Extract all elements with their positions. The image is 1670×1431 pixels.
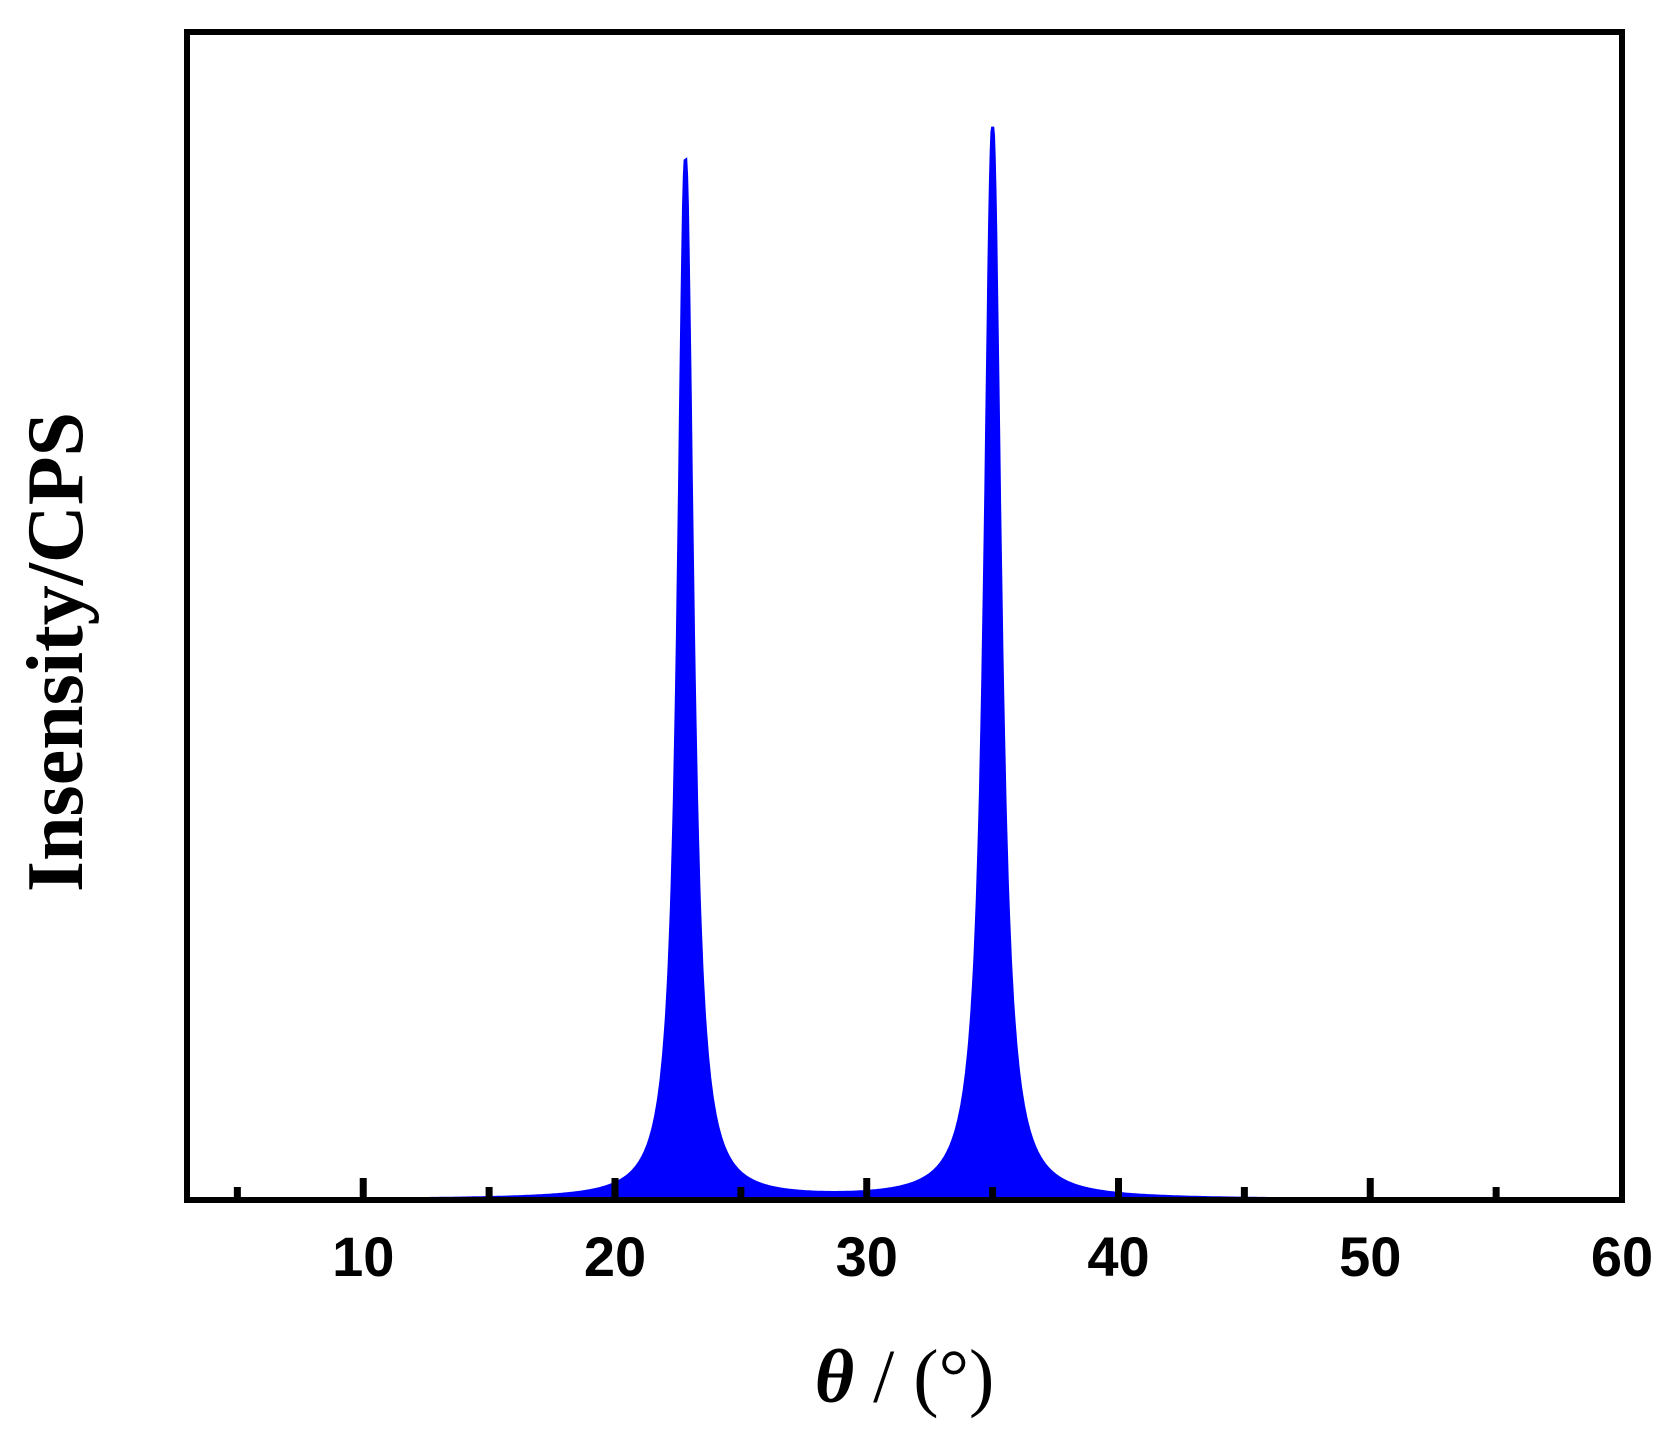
- plot-frame: [184, 29, 1625, 1203]
- x-tick-label: 60: [1591, 1225, 1653, 1288]
- x-axis-title: θ / (°): [815, 1335, 995, 1419]
- x-axis-title-unit: / (°): [854, 1335, 994, 1419]
- x-tick-label: 30: [836, 1225, 898, 1288]
- x-axis-ticks: [233, 1178, 1500, 1200]
- x-tick-label: 20: [584, 1225, 646, 1288]
- x-tick-label: 50: [1339, 1225, 1401, 1288]
- x-tick-label: 40: [1087, 1225, 1149, 1288]
- x-axis-tick-labels: 10 20 30 40 50 60: [332, 1225, 1653, 1288]
- x-tick-label: 10: [332, 1225, 394, 1288]
- y-axis-title: Insensity/CPS: [12, 412, 100, 892]
- x-axis-title-symbol: θ: [815, 1335, 854, 1419]
